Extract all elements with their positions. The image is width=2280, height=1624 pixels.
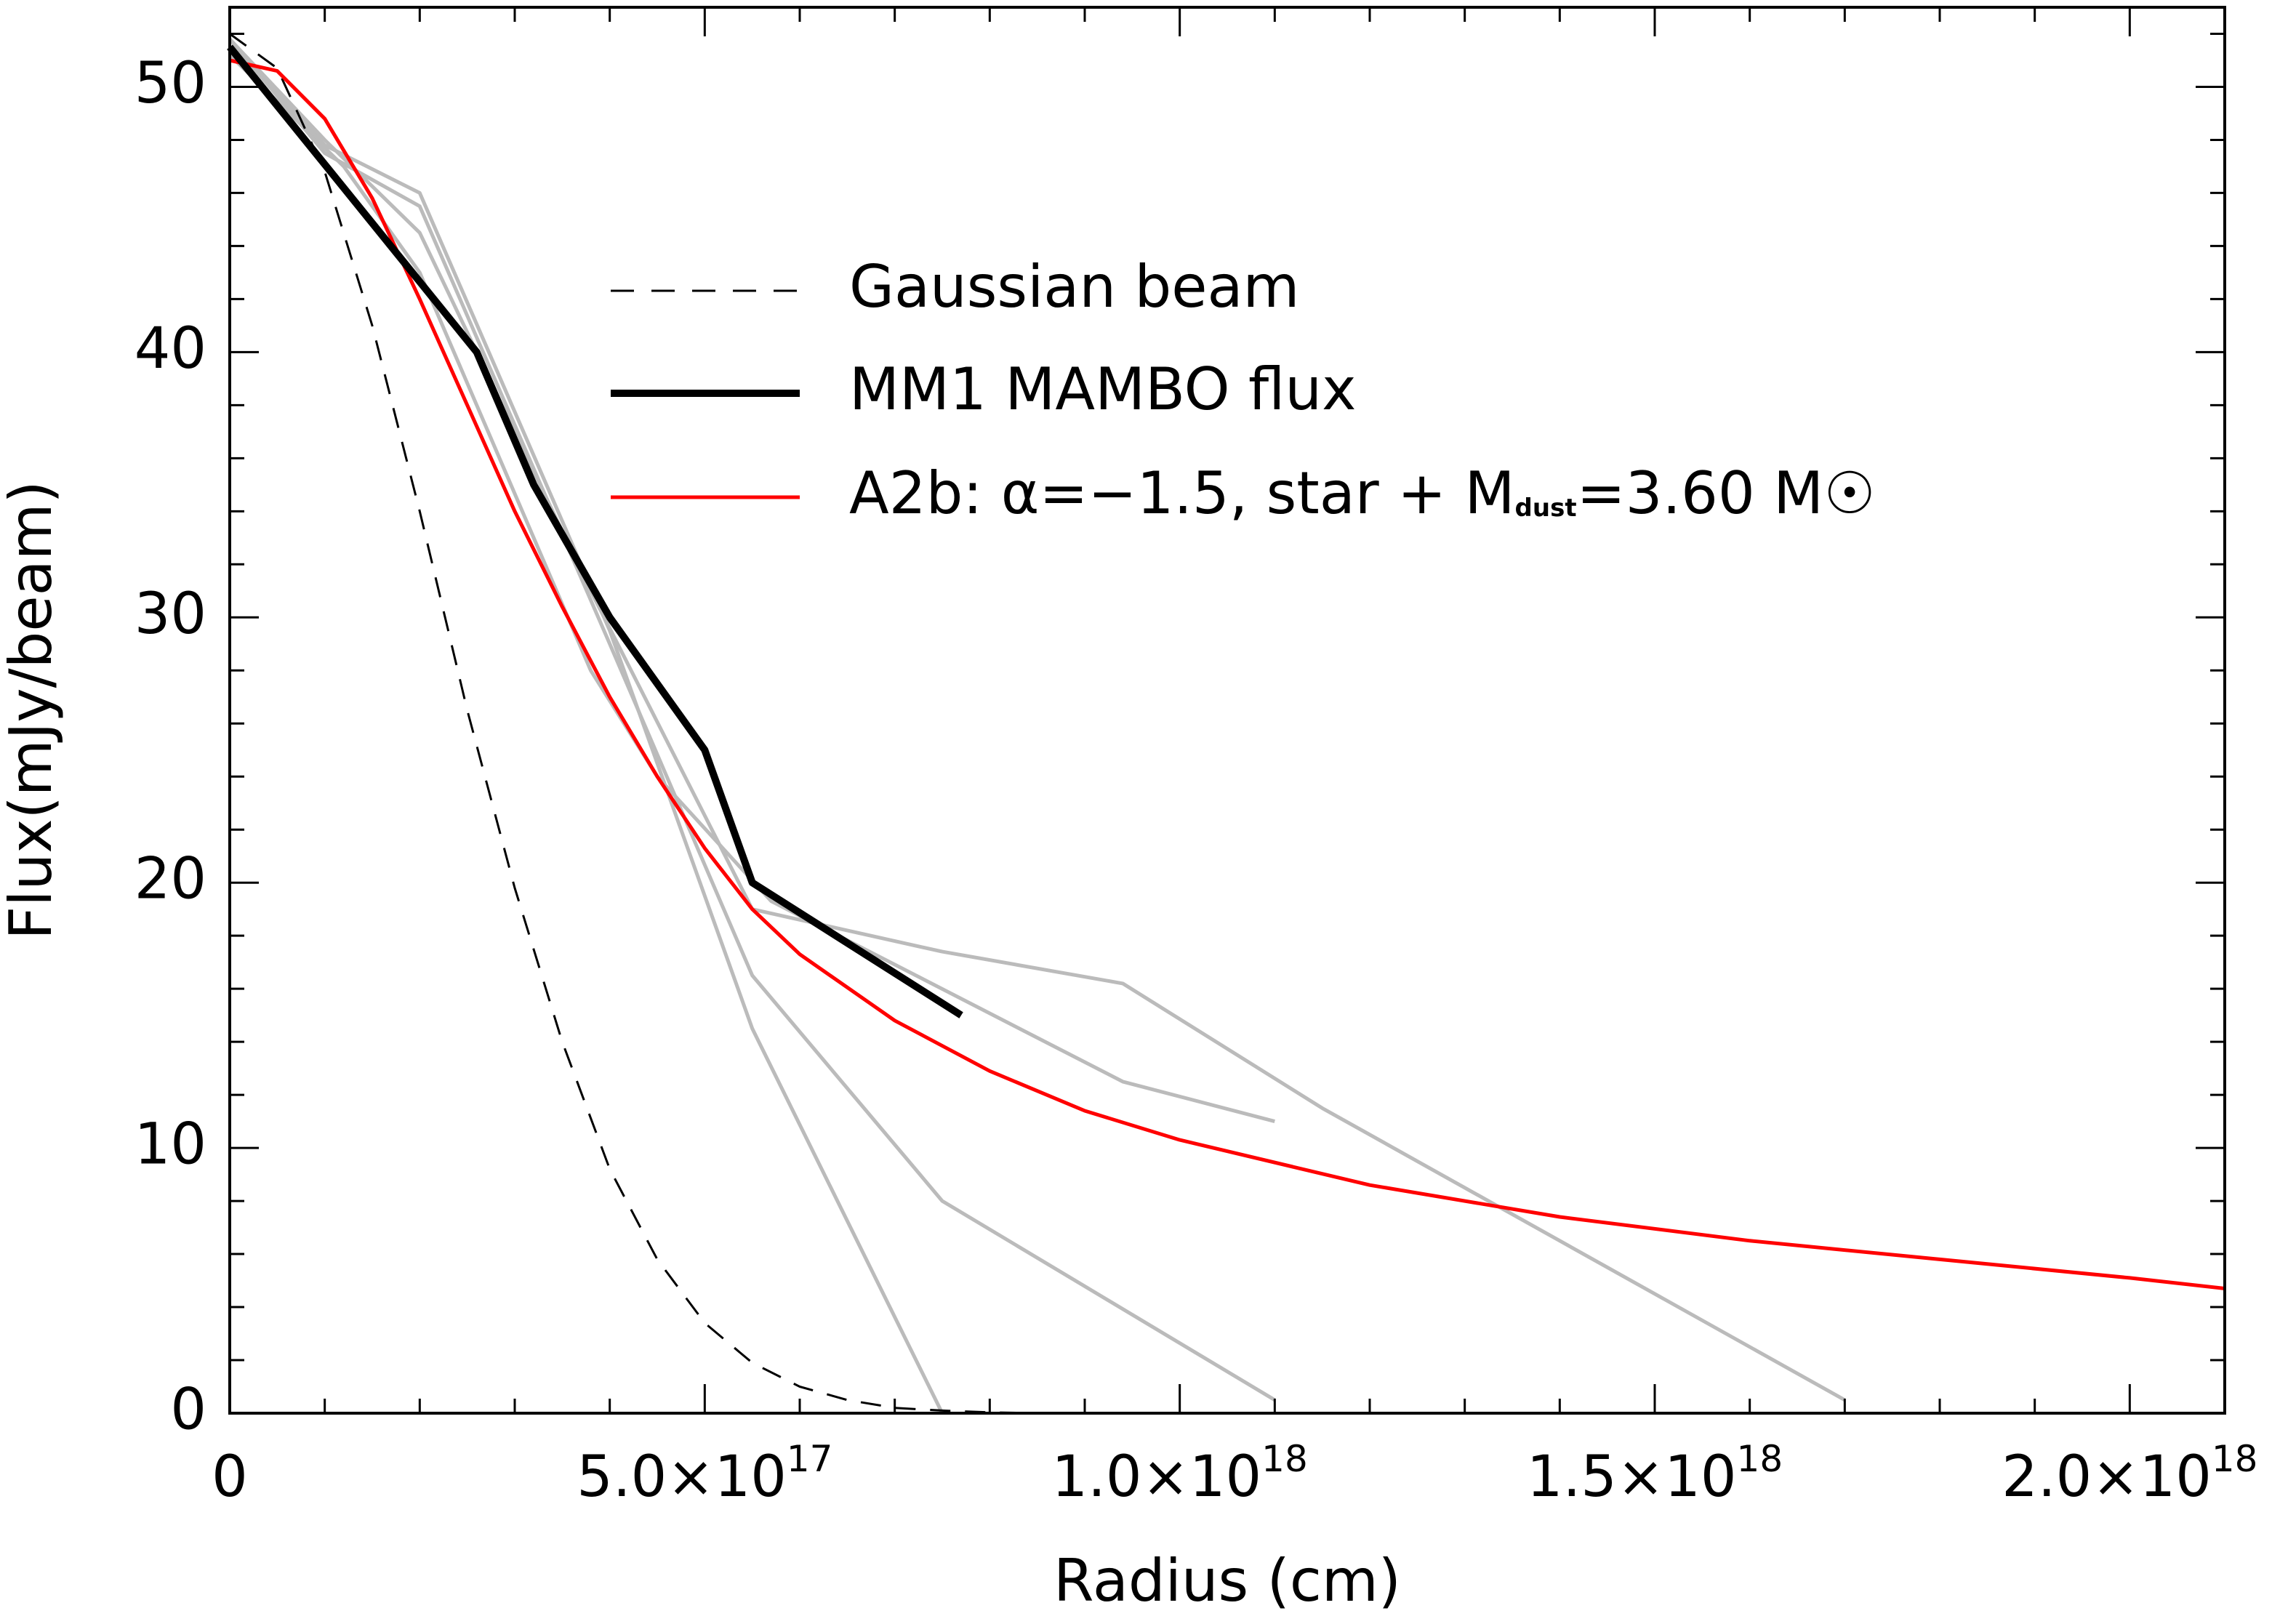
series-line-mm1 xyxy=(227,44,963,1018)
y-tick-label: 0 xyxy=(170,1377,206,1442)
legend-model-suffix: =3.60 M xyxy=(1577,459,1824,527)
series-layer xyxy=(227,33,2225,1415)
series-line-gray4 xyxy=(228,38,1846,1402)
tick-layer xyxy=(228,7,2226,1415)
legend-label-gaussian: Gaussian beam xyxy=(849,253,1299,321)
x-tick-label: 5.0×1017 xyxy=(577,1438,832,1510)
x-tick-label: 0 xyxy=(212,1444,248,1510)
legend-label-model: A2b: α=−1.5, star + Mdust=3.60 M☉ xyxy=(849,459,1876,527)
y-axis-title: Flux(mJy/beam) xyxy=(0,481,65,939)
x-tick-label: 2.0×1018 xyxy=(2002,1438,2257,1510)
y-tick-label: 10 xyxy=(135,1112,206,1178)
series-line-model xyxy=(229,58,2225,1290)
series-line-gray1 xyxy=(228,53,1275,1124)
x-axis-title: Radius (cm) xyxy=(1053,1547,1401,1615)
plot-frame xyxy=(228,6,2226,1415)
x-tick-label: 1.0×1018 xyxy=(1052,1438,1308,1510)
y-tick-label: 20 xyxy=(135,847,206,912)
label-layer: 0 5.0×1017 1.0×1018 1.5×1018 2.0×1018 0 10 20 30… xyxy=(135,51,2258,1510)
series-line-gray3 xyxy=(228,38,944,1415)
series-line-gray2 xyxy=(228,38,1276,1402)
x-tick-label: 1.5×1018 xyxy=(1527,1438,1783,1510)
sun-symbol-icon: ☉ xyxy=(1823,459,1876,527)
y-tick-label: 40 xyxy=(135,316,206,382)
legend-label-mm1: MM1 MAMBO flux xyxy=(849,355,1356,423)
legend: Gaussian beam MM1 MAMBO flux A2b: α=−1.5… xyxy=(611,253,1876,527)
legend-model-sub: dust xyxy=(1515,494,1577,523)
series-line-gaussian xyxy=(229,33,1037,1415)
y-tick-label: 50 xyxy=(135,51,206,116)
y-tick-label: 30 xyxy=(135,582,206,647)
legend-model-prefix: A2b: α=−1.5, star + M xyxy=(849,459,1515,527)
